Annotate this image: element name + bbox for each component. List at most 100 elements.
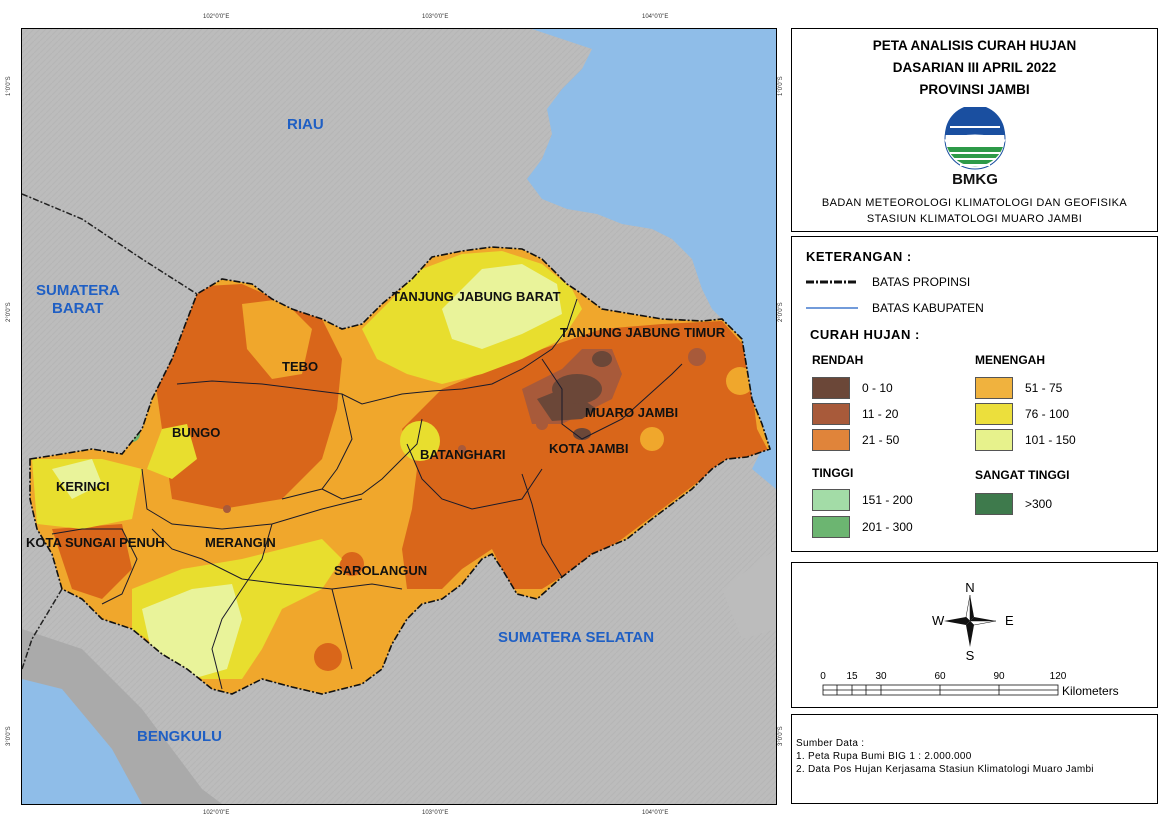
legend-class-2: 21 - 50: [812, 429, 899, 451]
solid-line-icon: [806, 307, 858, 309]
coord-top-1: 102°0'0"E: [203, 14, 230, 20]
map-title-line1: PETA ANALISIS CURAH HUJAN: [872, 38, 1077, 53]
map-title-line2: DASARIAN III APRIL 2022: [892, 60, 1057, 75]
coord-bottom-1: 102°0'0"E: [203, 810, 230, 816]
legend-class-4-label: 76 - 100: [1025, 407, 1070, 421]
legend-boundary-kab: BATAS KABUPATEN: [806, 301, 984, 315]
label-tebo: TEBO: [282, 359, 318, 374]
scale-tick-0: 0: [820, 671, 826, 682]
legend-class-0-label: 0 - 10: [862, 381, 893, 395]
source-line-2: 2. Data Pos Hujan Kerjasama Stasiun Klim…: [796, 764, 1094, 775]
coord-bottom-2: 103°0'0"E: [422, 810, 449, 816]
category-rendah: RENDAH: [812, 353, 864, 367]
legend-class-4: 76 - 100: [975, 403, 1069, 425]
swatch-201-300: [812, 516, 850, 538]
legend-class-5: 101 - 150: [975, 429, 1076, 451]
scale-tick-90: 90: [993, 671, 1005, 682]
coord-top-3: 104°0'0"E: [642, 14, 669, 20]
map-canvas: RIAU SUMATERA BARAT SUMATERA SELATAN BEN…: [22, 29, 776, 804]
indian-ocean: [22, 679, 142, 804]
category-menengah: MENENGAH: [975, 353, 1046, 367]
coord-left-1: 1°0'0"S: [6, 76, 12, 96]
legend-class-3-label: 51 - 75: [1025, 381, 1063, 395]
legend-boundary-prov: BATAS PROPINSI: [806, 275, 970, 289]
legend-class-7-label: 201 - 300: [862, 520, 913, 534]
label-sarolangun: SAROLANGUN: [334, 563, 427, 578]
compass-s: S: [966, 648, 975, 663]
swatch-101-150: [975, 429, 1013, 451]
swatch-76-100: [975, 403, 1013, 425]
legend-heading: KETERANGAN :: [806, 249, 912, 264]
coord-left-3: 3°0'0"S: [6, 726, 12, 746]
coord-bottom-3: 104°0'0"E: [642, 810, 669, 816]
rain-heading: CURAH HUJAN :: [810, 327, 920, 342]
coord-right-3: 3°0'0"S: [778, 726, 784, 746]
legend-class-5-label: 101 - 150: [1025, 433, 1076, 447]
legend-class-7: 201 - 300: [812, 516, 913, 538]
swatch-21-50: [812, 429, 850, 451]
compass-n: N: [965, 580, 974, 595]
swatch-over-300: [975, 493, 1013, 515]
legend-class-0: 0 - 10: [812, 377, 893, 399]
scale-unit: Kilometers: [1062, 684, 1119, 698]
label-sungaipenuh: KOTA SUNGAI PENUH: [26, 535, 165, 550]
north-arrow-icon: [944, 594, 997, 647]
legend-class-1-label: 11 - 20: [862, 407, 899, 421]
label-muarojambi: MUARO JAMBI: [585, 405, 678, 420]
legend-boundary-prov-label: BATAS PROPINSI: [872, 275, 971, 289]
label-bungo: BUNGO: [172, 425, 220, 440]
swatch-0-10: [812, 377, 850, 399]
title-panel: PETA ANALISIS CURAH HUJAN DASARIAN III A…: [791, 28, 1158, 232]
map-title-line3: PROVINSI JAMBI: [919, 82, 1030, 97]
compass-scale-canvas: N S E W 0 15 30 60 90 120 Kilometers: [820, 580, 1119, 698]
bmkg-logo: BMKG: [792, 107, 1157, 187]
coord-top-2: 103°0'0"E: [422, 14, 449, 20]
label-batanghari: BATANGHARI: [420, 447, 505, 462]
rainfall-map[interactable]: RIAU SUMATERA BARAT SUMATERA SELATAN BEN…: [21, 28, 777, 805]
label-bengkulu: BENGKULU: [137, 728, 222, 745]
label-sumbar-1: SUMATERA: [36, 282, 120, 299]
dashdot-line-icon: [806, 280, 858, 284]
label-tanjabtim: TANJUNG JABUNG TIMUR: [560, 325, 726, 340]
legend-class-6-label: 151 - 200: [862, 493, 913, 507]
label-tanjabbar: TANJUNG JABUNG BARAT: [392, 289, 561, 304]
coord-right-1: 1°0'0"S: [778, 76, 784, 96]
compass-w: W: [932, 613, 945, 628]
source-heading: Sumber Data :: [796, 738, 865, 749]
category-sangat-tinggi: SANGAT TINGGI: [975, 468, 1070, 482]
label-kerinci: KERINCI: [56, 479, 109, 494]
label-sumbar-2: BARAT: [52, 300, 103, 317]
source-line-1: 1. Peta Rupa Bumi BIG 1 : 2.000.000: [796, 751, 972, 762]
bmkg-logo-text: BMKG: [952, 171, 998, 187]
scale-tick-30: 30: [875, 671, 887, 682]
scale-tick-60: 60: [934, 671, 946, 682]
compass-e: E: [1005, 613, 1014, 628]
bmkg-logo-icon: BMKG: [944, 107, 1005, 187]
category-tinggi: TINGGI: [812, 466, 854, 480]
coord-left-2: 2°0'0"S: [6, 302, 12, 322]
scale-bar: [822, 684, 1059, 696]
legend-class-1: 11 - 20: [812, 403, 898, 425]
station-name: STASIUN KLIMATOLOGI MUARO JAMBI: [866, 213, 1083, 225]
scale-tick-15: 15: [846, 671, 858, 682]
agency-name: BADAN METEOROLOGI KLIMATOLOGI DAN GEOFIS…: [821, 197, 1128, 209]
swatch-51-75: [975, 377, 1013, 399]
scale-tick-120: 120: [1050, 671, 1067, 682]
legend-boundary-kab-label: BATAS KABUPATEN: [872, 301, 984, 315]
legend-class-8-label: >300: [1025, 497, 1053, 511]
legend-class-8: >300: [975, 493, 1052, 515]
legend-panel: KETERANGAN : BATAS PROPINSI BATAS KABUPA…: [791, 236, 1158, 552]
legend-class-2-label: 21 - 50: [862, 433, 900, 447]
coord-right-2: 2°0'0"S: [778, 302, 784, 322]
compass-scale-panel: N S E W 0 15 30 60 90 120 Kilometers: [791, 562, 1158, 708]
legend-class-6: 151 - 200: [812, 489, 913, 511]
swatch-11-20: [812, 403, 850, 425]
label-kotajambi: KOTA JAMBI: [549, 441, 628, 456]
source-panel: Sumber Data : 1. Peta Rupa Bumi BIG 1 : …: [791, 714, 1158, 804]
label-merangin: MERANGIN: [205, 535, 276, 550]
label-riau: RIAU: [287, 116, 324, 133]
label-sumsel: SUMATERA SELATAN: [498, 629, 654, 646]
swatch-151-200: [812, 489, 850, 511]
sea-area: [527, 29, 776, 489]
legend-class-3: 51 - 75: [975, 377, 1062, 399]
